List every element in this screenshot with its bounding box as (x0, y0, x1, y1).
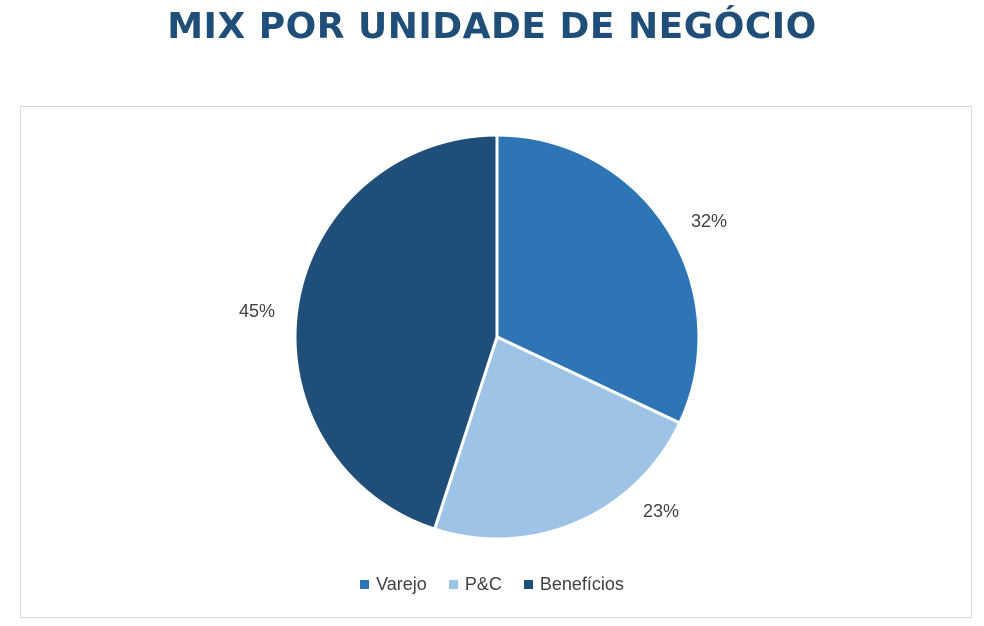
legend-label: Benefícios (539, 574, 624, 594)
legend-swatch (448, 580, 458, 589)
pie-slice-benef-cios (293, 133, 499, 532)
legend-item: Varejo (360, 574, 427, 595)
pie-slice-varejo (495, 133, 701, 426)
data-label: 23% (643, 501, 679, 521)
pie-slice-p-c (432, 334, 682, 541)
legend-label: P&C (464, 574, 502, 594)
data-label: 45% (239, 301, 275, 321)
data-label: 32% (691, 211, 727, 231)
legend-label: Varejo (376, 574, 427, 594)
legend: Varejo P&C Benefícios (0, 574, 984, 595)
legend-swatch (523, 580, 533, 589)
legend-swatch (360, 580, 370, 589)
legend-item: Benefícios (523, 574, 624, 595)
legend-item: P&C (448, 574, 502, 595)
chart-title: MIX POR UNIDADE DE NEGÓCIO (167, 6, 817, 47)
